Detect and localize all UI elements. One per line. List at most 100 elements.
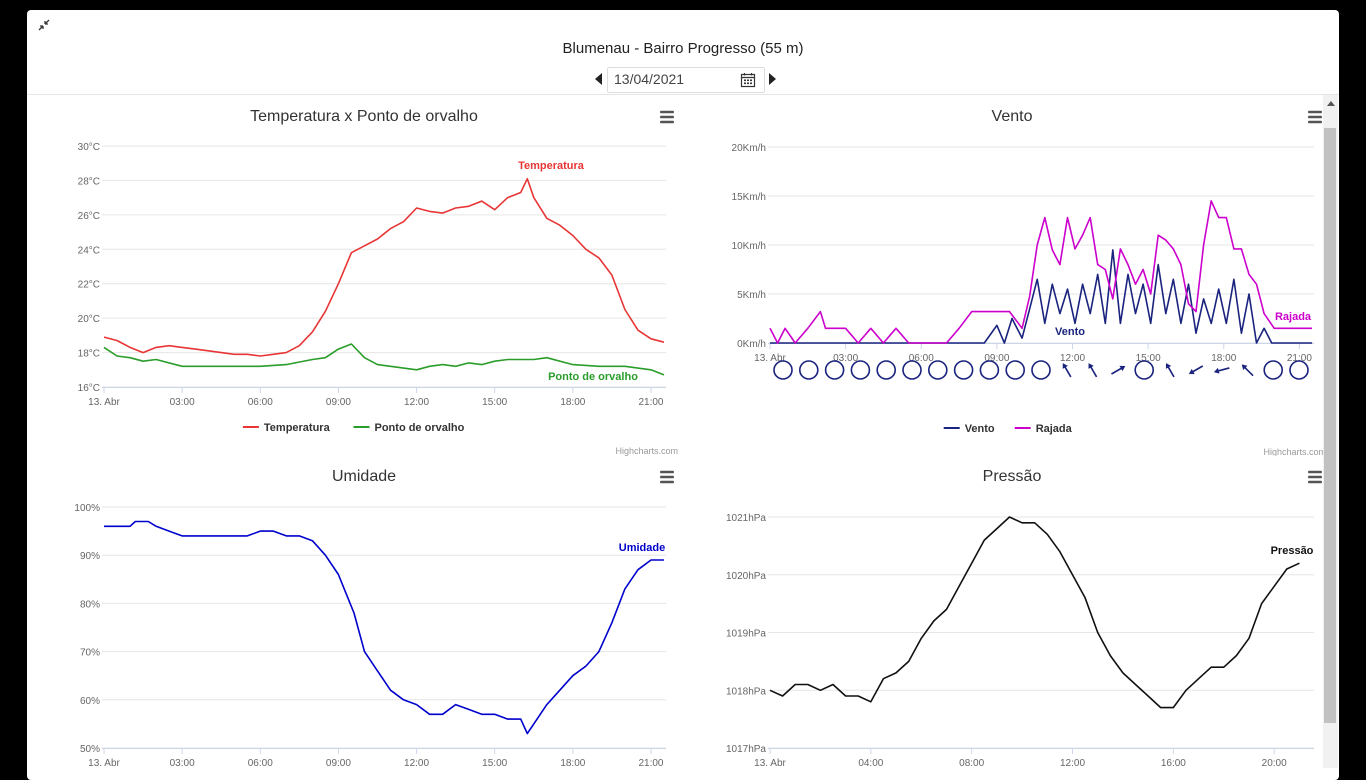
- wind-arrow-icon: [1188, 365, 1204, 375]
- legend-item[interactable]: Rajada: [1014, 423, 1073, 435]
- x-tick-label: 08:00: [959, 758, 984, 769]
- wind-calm-icon: [876, 360, 896, 380]
- x-tick-label: 03:00: [170, 758, 195, 769]
- wind-calm-icon: [1134, 360, 1155, 380]
- scroll-up-arrow[interactable]: [1327, 101, 1335, 106]
- series-label: Temperatura: [518, 160, 585, 172]
- wind-calm-icon: [824, 360, 845, 380]
- wind-calm-icon: [773, 360, 793, 380]
- series-label: Umidade: [619, 542, 665, 554]
- x-tick-label: 06:00: [248, 758, 273, 769]
- y-tick-label: 30°C: [78, 142, 100, 153]
- wind-calm-icon: [1289, 360, 1309, 380]
- x-tick-label: 13. Abr: [88, 758, 120, 769]
- highcharts-credits[interactable]: Highcharts.com: [1263, 447, 1326, 456]
- series-line-temperatura[interactable]: [103, 177, 665, 357]
- svg-text:Vento: Vento: [965, 423, 995, 435]
- series-label: Rajada: [1275, 311, 1312, 323]
- wind-calm-icon: [1005, 360, 1026, 380]
- y-tick-label: 60%: [80, 696, 100, 707]
- x-tick-label: 12:00: [404, 758, 429, 769]
- svg-text:Ponto de orvalho: Ponto de orvalho: [375, 422, 465, 434]
- date-field[interactable]: [607, 67, 765, 93]
- temp-svg: Temperatura x Ponto de orvalho 16°C 18°C 20…: [78, 106, 680, 456]
- x-tick-label: 21:00: [638, 758, 663, 769]
- x-tick-label: 12:00: [1060, 758, 1085, 769]
- wind-calm-icon: [902, 360, 922, 380]
- x-tick-label: 21:00: [638, 397, 663, 408]
- wind-arrow-icon: [1165, 363, 1175, 378]
- series-line-rajada[interactable]: [769, 200, 1312, 344]
- y-tick-label: 16°C: [78, 383, 100, 394]
- collapse-icon[interactable]: [37, 18, 51, 32]
- scrollbar[interactable]: [1323, 95, 1338, 768]
- series-label: Ponto de orvalho: [548, 371, 638, 383]
- wind-calm-icon: [953, 360, 974, 380]
- highcharts-credits[interactable]: Highcharts.com: [615, 446, 678, 456]
- x-tick-label: 13. Abr: [754, 353, 786, 364]
- next-day-button[interactable]: [769, 73, 776, 85]
- chart-menu-icon[interactable]: [654, 466, 680, 488]
- y-tick-label: 90%: [80, 551, 100, 562]
- y-tick-label: 15Km/h: [732, 192, 766, 203]
- x-tick-label: 12:00: [404, 397, 429, 408]
- chart-menu-icon[interactable]: [1302, 466, 1328, 488]
- x-tick-label: 16:00: [1161, 758, 1186, 769]
- wind-arrow-icon: [1062, 363, 1072, 378]
- series-label: Vento: [1055, 326, 1085, 338]
- chart-title: Pressão: [983, 468, 1042, 485]
- chart-menu-icon[interactable]: [1302, 106, 1328, 128]
- station-modal: Blumenau - Bairro Progresso (55 m) Tempe…: [27, 10, 1339, 780]
- legend-item[interactable]: Vento: [943, 423, 995, 435]
- humidity-chart: Umidade 50% 60% 70% 80% 90% 100% 13. Abr 03:00 06…: [40, 456, 688, 780]
- series-line-umidade[interactable]: [104, 520, 664, 735]
- y-tick-label: 18°C: [78, 349, 100, 360]
- x-tick-label: 18:00: [560, 758, 585, 769]
- page-title: Blumenau - Bairro Progresso (55 m): [562, 40, 804, 57]
- x-tick-label: 15:00: [482, 397, 507, 408]
- y-tick-label: 100%: [74, 503, 100, 514]
- x-tick-label: 20:00: [1262, 758, 1287, 769]
- x-tick-label: 13. Abr: [88, 397, 120, 408]
- calendar-icon[interactable]: [740, 72, 756, 88]
- svg-text:Rajada: Rajada: [1036, 423, 1073, 435]
- legend-item[interactable]: Temperatura: [242, 422, 331, 434]
- date-input[interactable]: [614, 71, 734, 87]
- wind-calm-icon: [799, 360, 819, 380]
- x-tick-label: 09:00: [984, 353, 1009, 364]
- chart-title: Vento: [992, 108, 1033, 125]
- y-tick-label: 50%: [80, 744, 100, 755]
- x-tick-label: 03:00: [833, 353, 858, 364]
- x-tick-label: 12:00: [1060, 353, 1085, 364]
- wind-arrow-icon: [1241, 364, 1254, 377]
- wind-calm-icon: [928, 360, 948, 380]
- series-line-vento[interactable]: [770, 249, 1312, 344]
- temperature-chart: Temperatura x Ponto de orvalho 16°C 18°C 20…: [40, 96, 688, 456]
- y-tick-label: 1019hPa: [726, 629, 766, 640]
- scroll-thumb[interactable]: [1324, 128, 1336, 723]
- svg-text:Temperatura: Temperatura: [264, 422, 331, 434]
- series-line-ponto-de-orvalho[interactable]: [103, 343, 665, 376]
- legend-item[interactable]: Ponto de orvalho: [353, 422, 465, 434]
- x-tick-label: 15:00: [1136, 353, 1161, 364]
- y-tick-label: 24°C: [78, 245, 100, 256]
- y-tick-label: 20Km/h: [732, 143, 766, 154]
- x-tick-label: 21:00: [1287, 353, 1312, 364]
- y-tick-label: 1017hPa: [726, 744, 766, 755]
- series-line-pressão[interactable]: [769, 516, 1300, 709]
- wind-calm-icon: [850, 360, 871, 380]
- wind-arrow-icon: [1111, 365, 1126, 375]
- pressure-chart: Pressão 1017hPa 1018hPa 1019hPa 1020hPa 1021h…: [688, 456, 1336, 780]
- wind-calm-icon: [979, 360, 1000, 380]
- series-label: Pressão: [1271, 545, 1314, 557]
- x-tick-label: 06:00: [248, 397, 273, 408]
- x-tick-label: 18:00: [560, 397, 585, 408]
- hum-svg: Umidade 50% 60% 70% 80% 90% 100% 13. Abr 03:00 06…: [74, 466, 680, 769]
- date-navigator: [593, 67, 783, 93]
- prev-day-button[interactable]: [595, 73, 602, 85]
- chart-menu-icon[interactable]: [654, 106, 680, 128]
- x-tick-label: 15:00: [482, 758, 507, 769]
- y-tick-label: 1021hPa: [726, 513, 766, 524]
- x-tick-label: 06:00: [909, 353, 934, 364]
- y-tick-label: 5Km/h: [737, 290, 766, 301]
